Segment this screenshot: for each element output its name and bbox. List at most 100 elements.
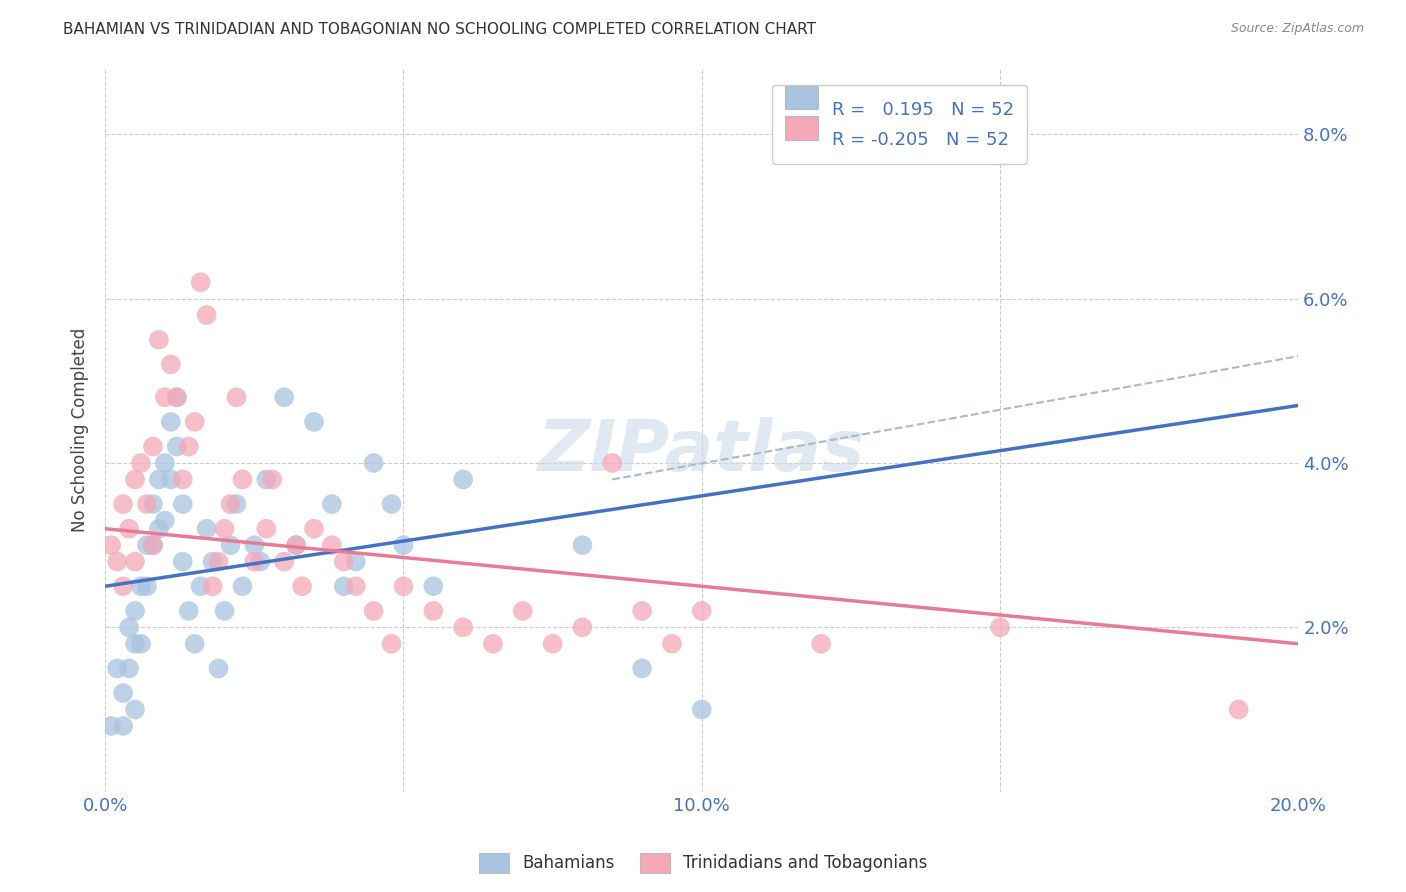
Text: Source: ZipAtlas.com: Source: ZipAtlas.com (1230, 22, 1364, 36)
Point (177, 604, 200, 618)
Point (160, 472, 183, 486)
Point (160, 357, 183, 371)
Point (571, 620, 593, 634)
Point (124, 555, 146, 569)
Point (690, 702, 713, 716)
Point (136, 579, 159, 593)
Point (148, 522, 170, 536)
Point (243, 555, 266, 569)
Point (219, 538, 242, 552)
Point (105, 661, 128, 675)
Point (541, 637, 564, 651)
Point (988, 620, 1011, 634)
Y-axis label: No Schooling Completed: No Schooling Completed (72, 328, 89, 533)
Point (392, 579, 415, 593)
Point (273, 390, 295, 404)
Point (166, 390, 188, 404)
Point (166, 440, 188, 454)
Point (631, 661, 654, 675)
Point (183, 637, 205, 651)
Point (661, 637, 683, 651)
Point (112, 686, 135, 700)
Point (1227, 702, 1250, 716)
Point (231, 579, 253, 593)
Point (225, 390, 247, 404)
Text: ZIPatlas: ZIPatlas (538, 417, 866, 486)
Point (690, 604, 713, 618)
Point (243, 538, 266, 552)
Point (153, 390, 176, 404)
Point (333, 579, 356, 593)
Point (148, 472, 170, 486)
Point (254, 522, 277, 536)
Point (177, 440, 200, 454)
Point (254, 472, 277, 486)
Point (363, 456, 385, 470)
Point (422, 579, 444, 593)
Point (344, 579, 367, 593)
Point (273, 555, 295, 569)
Point (148, 333, 170, 347)
Point (100, 719, 122, 733)
Point (153, 456, 176, 470)
Point (100, 538, 122, 552)
Point (105, 555, 128, 569)
Point (118, 661, 141, 675)
Point (302, 415, 325, 429)
Point (112, 719, 135, 733)
Point (201, 555, 224, 569)
Point (124, 702, 146, 716)
Point (207, 555, 229, 569)
Point (129, 579, 152, 593)
Point (118, 620, 141, 634)
Point (142, 538, 165, 552)
Point (451, 620, 474, 634)
Point (380, 497, 402, 511)
Point (142, 497, 165, 511)
Point (136, 538, 159, 552)
Point (302, 522, 325, 536)
Point (195, 308, 218, 322)
Point (214, 604, 236, 618)
Point (124, 604, 146, 618)
Point (207, 661, 229, 675)
Text: BAHAMIAN VS TRINIDADIAN AND TOBAGONIAN NO SCHOOLING COMPLETED CORRELATION CHART: BAHAMIAN VS TRINIDADIAN AND TOBAGONIAN N… (63, 22, 817, 37)
Point (190, 579, 212, 593)
Point (285, 538, 308, 552)
Point (129, 637, 152, 651)
Point (333, 555, 356, 569)
Point (285, 538, 308, 552)
Point (422, 604, 444, 618)
Point (118, 522, 141, 536)
Point (136, 497, 159, 511)
Point (201, 579, 224, 593)
Point (124, 472, 146, 486)
Point (214, 522, 236, 536)
Point (380, 637, 402, 651)
Point (190, 275, 212, 289)
Point (195, 522, 218, 536)
Point (172, 472, 194, 486)
Point (392, 538, 415, 552)
Point (363, 604, 385, 618)
Point (482, 637, 505, 651)
Point (142, 538, 165, 552)
Point (321, 538, 343, 552)
Point (219, 497, 242, 511)
Legend: R =   0.195   N = 52, R = -0.205   N = 52: R = 0.195 N = 52, R = -0.205 N = 52 (772, 85, 1026, 164)
Point (129, 456, 152, 470)
Point (291, 579, 314, 593)
Point (166, 390, 188, 404)
Point (112, 497, 135, 511)
Point (183, 415, 205, 429)
Point (262, 472, 284, 486)
Point (249, 555, 271, 569)
Point (124, 637, 146, 651)
Point (344, 555, 367, 569)
Point (231, 472, 253, 486)
Point (810, 637, 832, 651)
Point (321, 497, 343, 511)
Point (600, 456, 623, 470)
Point (142, 440, 165, 454)
Point (512, 604, 534, 618)
